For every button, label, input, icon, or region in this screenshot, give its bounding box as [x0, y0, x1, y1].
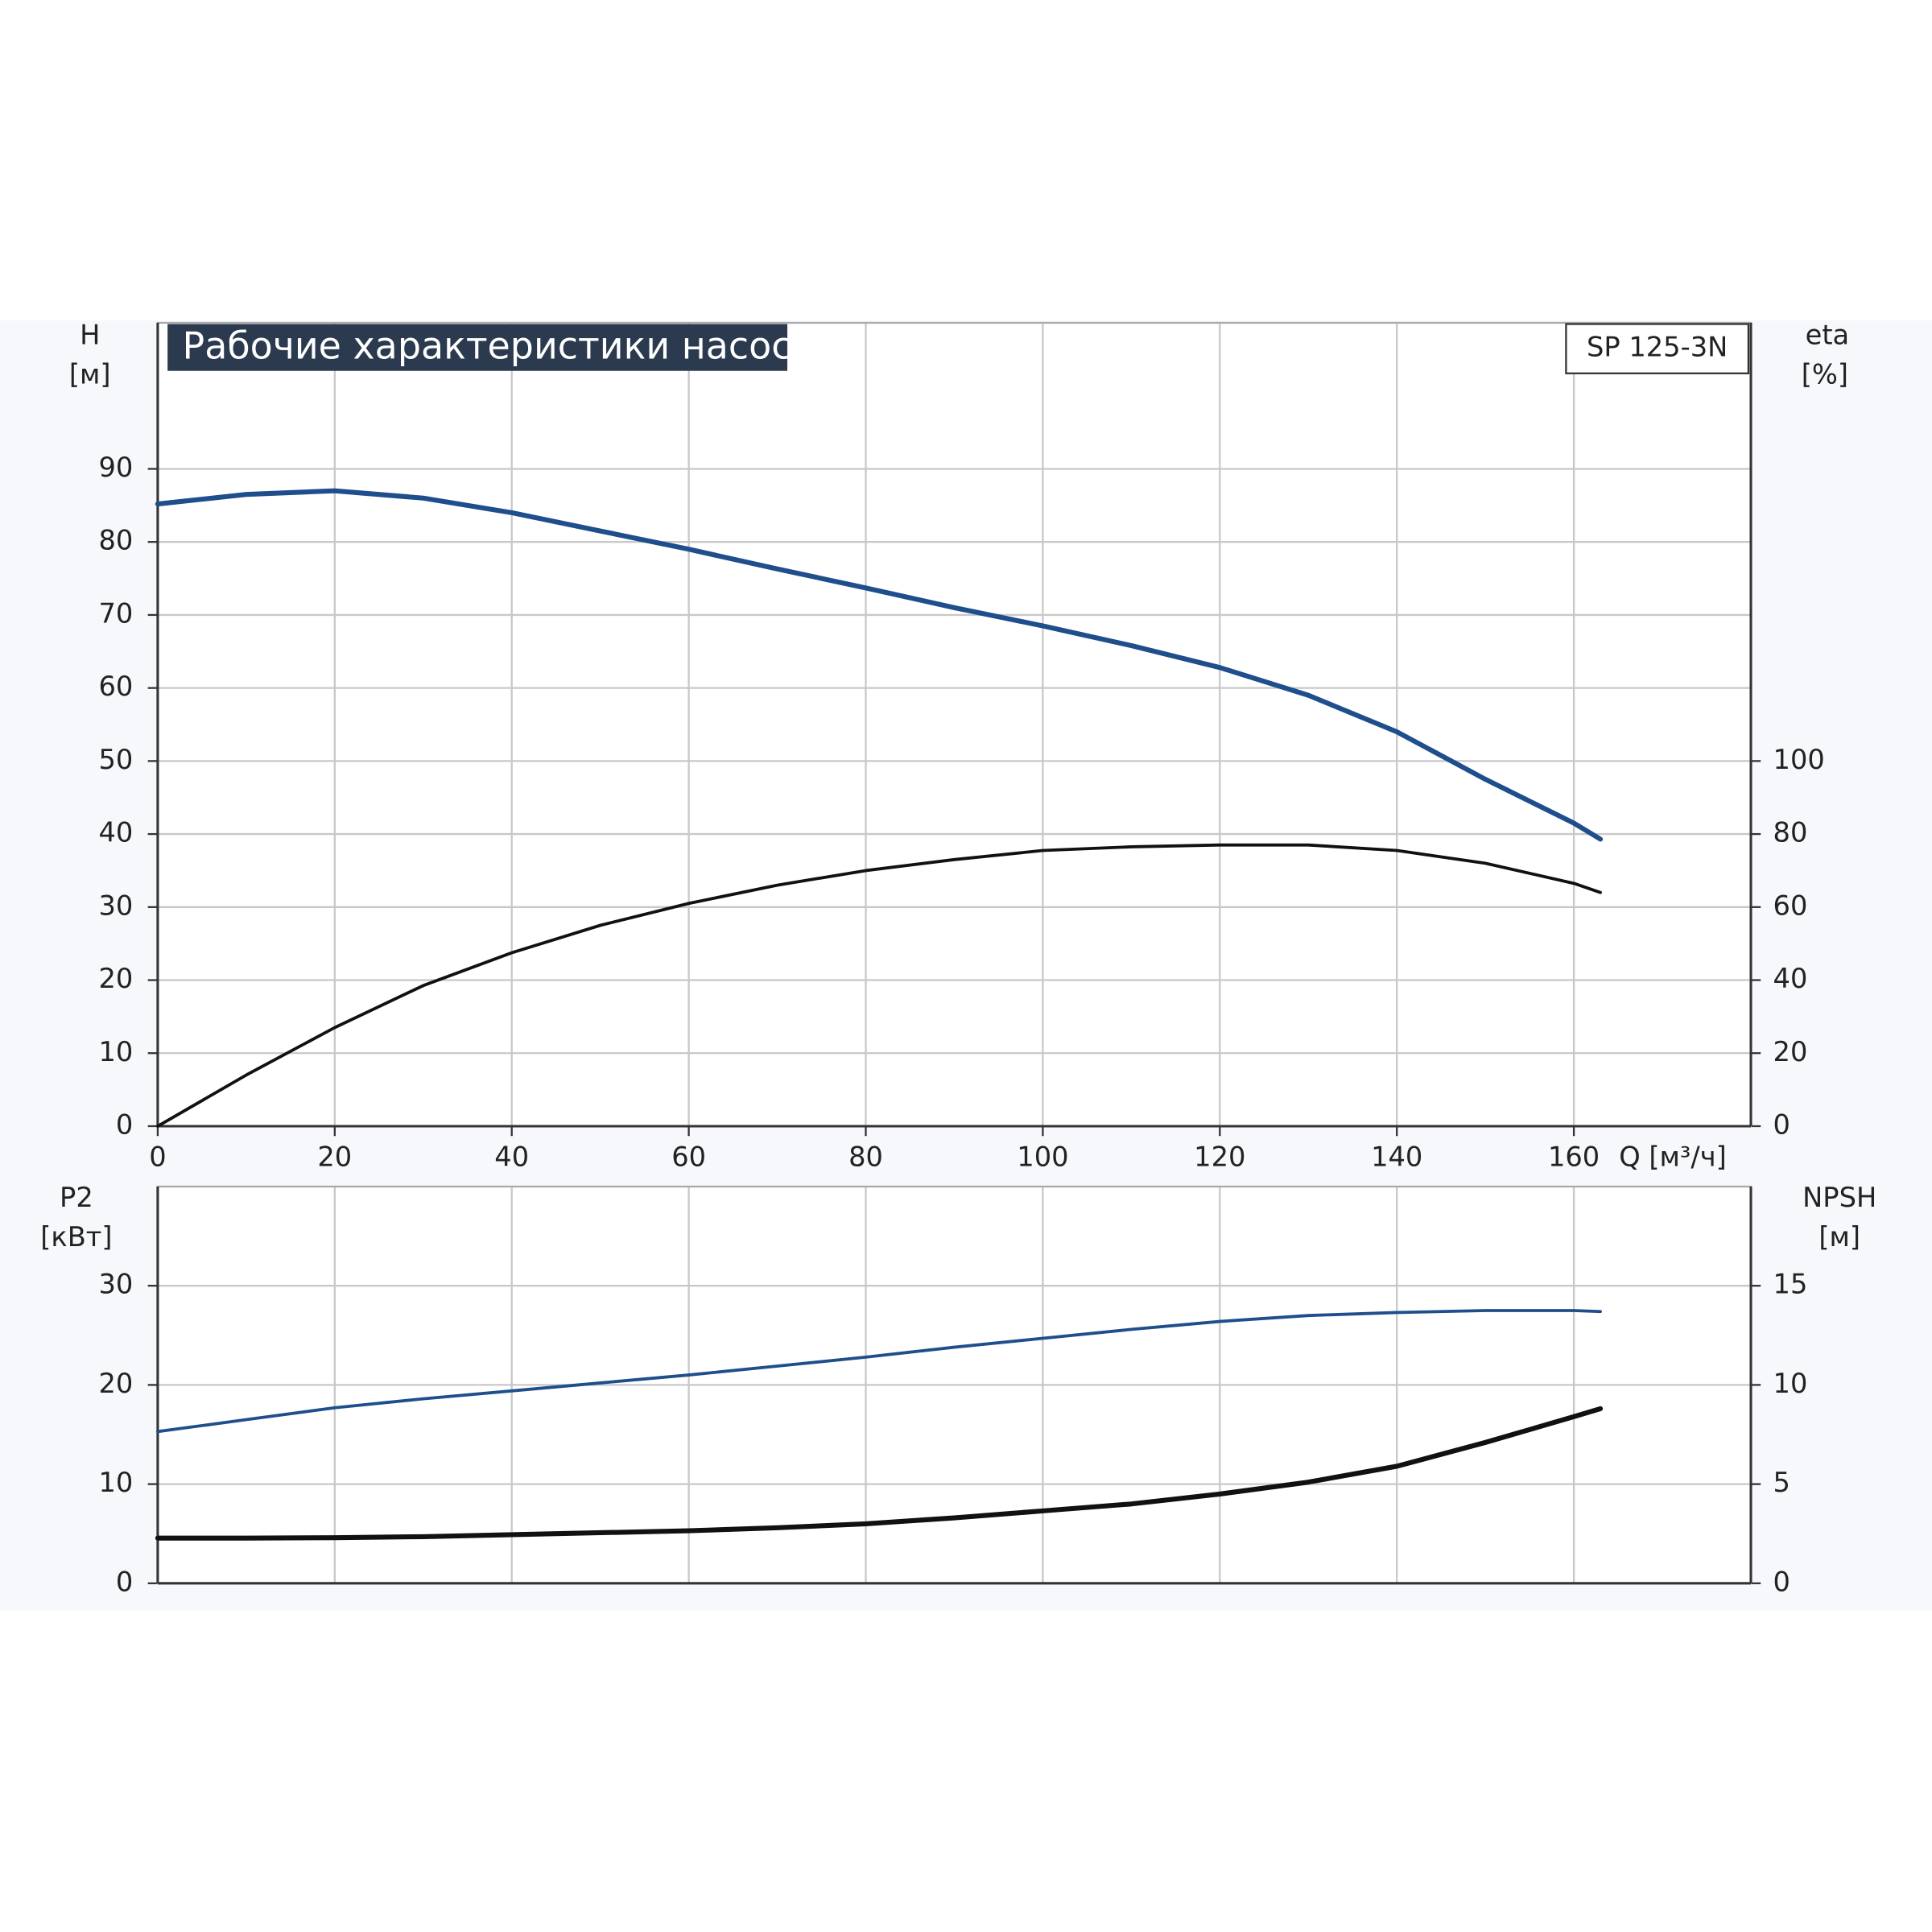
x-tick-label: 0	[149, 1141, 166, 1172]
curve	[156, 843, 1602, 1128]
axis-label: [м]	[1818, 1221, 1860, 1253]
y-tick-label: 0	[116, 1108, 133, 1140]
y-tick-label: 20	[98, 963, 133, 994]
curve	[155, 1406, 1604, 1541]
y-tick-label: 10	[98, 1467, 133, 1498]
model-box	[1565, 323, 1750, 374]
y2-tick-label: 0	[1773, 1566, 1790, 1597]
axis-label: H	[80, 319, 100, 350]
x-tick-label: 100	[1017, 1141, 1068, 1172]
y-tick-label: 40	[98, 817, 133, 848]
y2-tick-label: 100	[1773, 744, 1825, 775]
y-tick-label: 50	[98, 744, 133, 775]
y-tick-label: 10	[98, 1036, 133, 1067]
y-tick-label: 70	[98, 597, 133, 629]
y-tick-label: 80	[98, 525, 133, 556]
axis-label: eta	[1806, 319, 1850, 350]
y2-tick-label: 60	[1773, 890, 1808, 921]
x-tick-label: 160	[1548, 1141, 1600, 1172]
y-tick-label: 30	[98, 1269, 133, 1300]
y2-tick-label: 10	[1773, 1368, 1808, 1399]
axis-label: [кВт]	[40, 1221, 112, 1253]
x-tick-label: 20	[317, 1141, 352, 1172]
y2-tick-label: 15	[1773, 1269, 1808, 1300]
y2-tick-label: 40	[1773, 963, 1808, 994]
x-axis-label: Q [м³/ч]	[1619, 1141, 1727, 1172]
y2-tick-label: 0	[1773, 1108, 1790, 1140]
x-tick-label: 80	[848, 1141, 883, 1172]
y-tick-label: 20	[98, 1368, 133, 1399]
x-tick-label: 60	[671, 1141, 706, 1172]
y-tick-label: 0	[116, 1566, 133, 1597]
x-tick-label: 140	[1371, 1141, 1422, 1172]
y2-tick-label: 20	[1773, 1036, 1808, 1067]
plot-area	[157, 323, 1752, 1126]
curve	[155, 488, 1604, 842]
y2-tick-label: 5	[1773, 1467, 1790, 1498]
chart-title: Рабочие характеристики насоса	[183, 324, 815, 368]
y-tick-label: 30	[98, 890, 133, 921]
y2-tick-label: 80	[1773, 817, 1808, 848]
curve	[156, 1309, 1602, 1434]
y-tick-label: 90	[98, 452, 133, 483]
axis-label: [м]	[69, 358, 111, 390]
y-tick-label: 60	[98, 671, 133, 702]
x-tick-label: 120	[1194, 1141, 1245, 1172]
model-label: SP 125-3N	[1587, 332, 1728, 363]
axis-label: NPSH	[1802, 1182, 1876, 1213]
axis-label: P2	[60, 1182, 93, 1213]
axis-label: [%]	[1802, 358, 1848, 390]
x-tick-label: 40	[494, 1141, 529, 1172]
title-box	[167, 324, 788, 371]
